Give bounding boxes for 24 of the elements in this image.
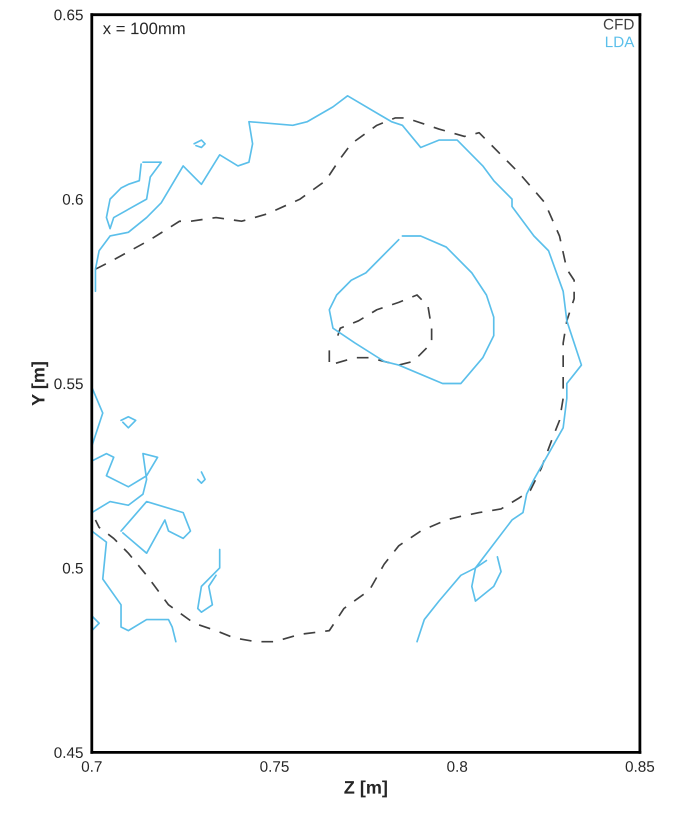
line-series (328, 294, 432, 366)
y-tick-label: 0.5 (62, 562, 83, 574)
line-series (120, 500, 192, 554)
line-series (120, 416, 136, 429)
x-tick-label: 0.85 (626, 761, 654, 772)
annotation: x = 100mm (102, 22, 185, 34)
line-series (106, 161, 162, 230)
y-tick-label: 0.6 (62, 194, 83, 205)
line-series (470, 556, 502, 602)
line-series (196, 548, 221, 614)
x-tick-label: 0.8 (447, 761, 468, 772)
x-tick-label: 0.75 (260, 761, 289, 772)
text: LDA (606, 36, 634, 48)
y-tick-label: 0.45 (54, 747, 83, 758)
x-tick-label: 0.7 (82, 761, 102, 772)
line-series (328, 235, 495, 384)
y-tick-label: 0.65 (54, 10, 83, 20)
y-tick-label: 0.55 (54, 378, 83, 390)
line-series (92, 452, 158, 514)
line-series (193, 139, 206, 148)
line-series (92, 530, 177, 643)
x-axis-title: Z [m] (344, 780, 387, 798)
text: CFD (604, 18, 634, 30)
y-axis-title: Y [m] (31, 362, 48, 406)
